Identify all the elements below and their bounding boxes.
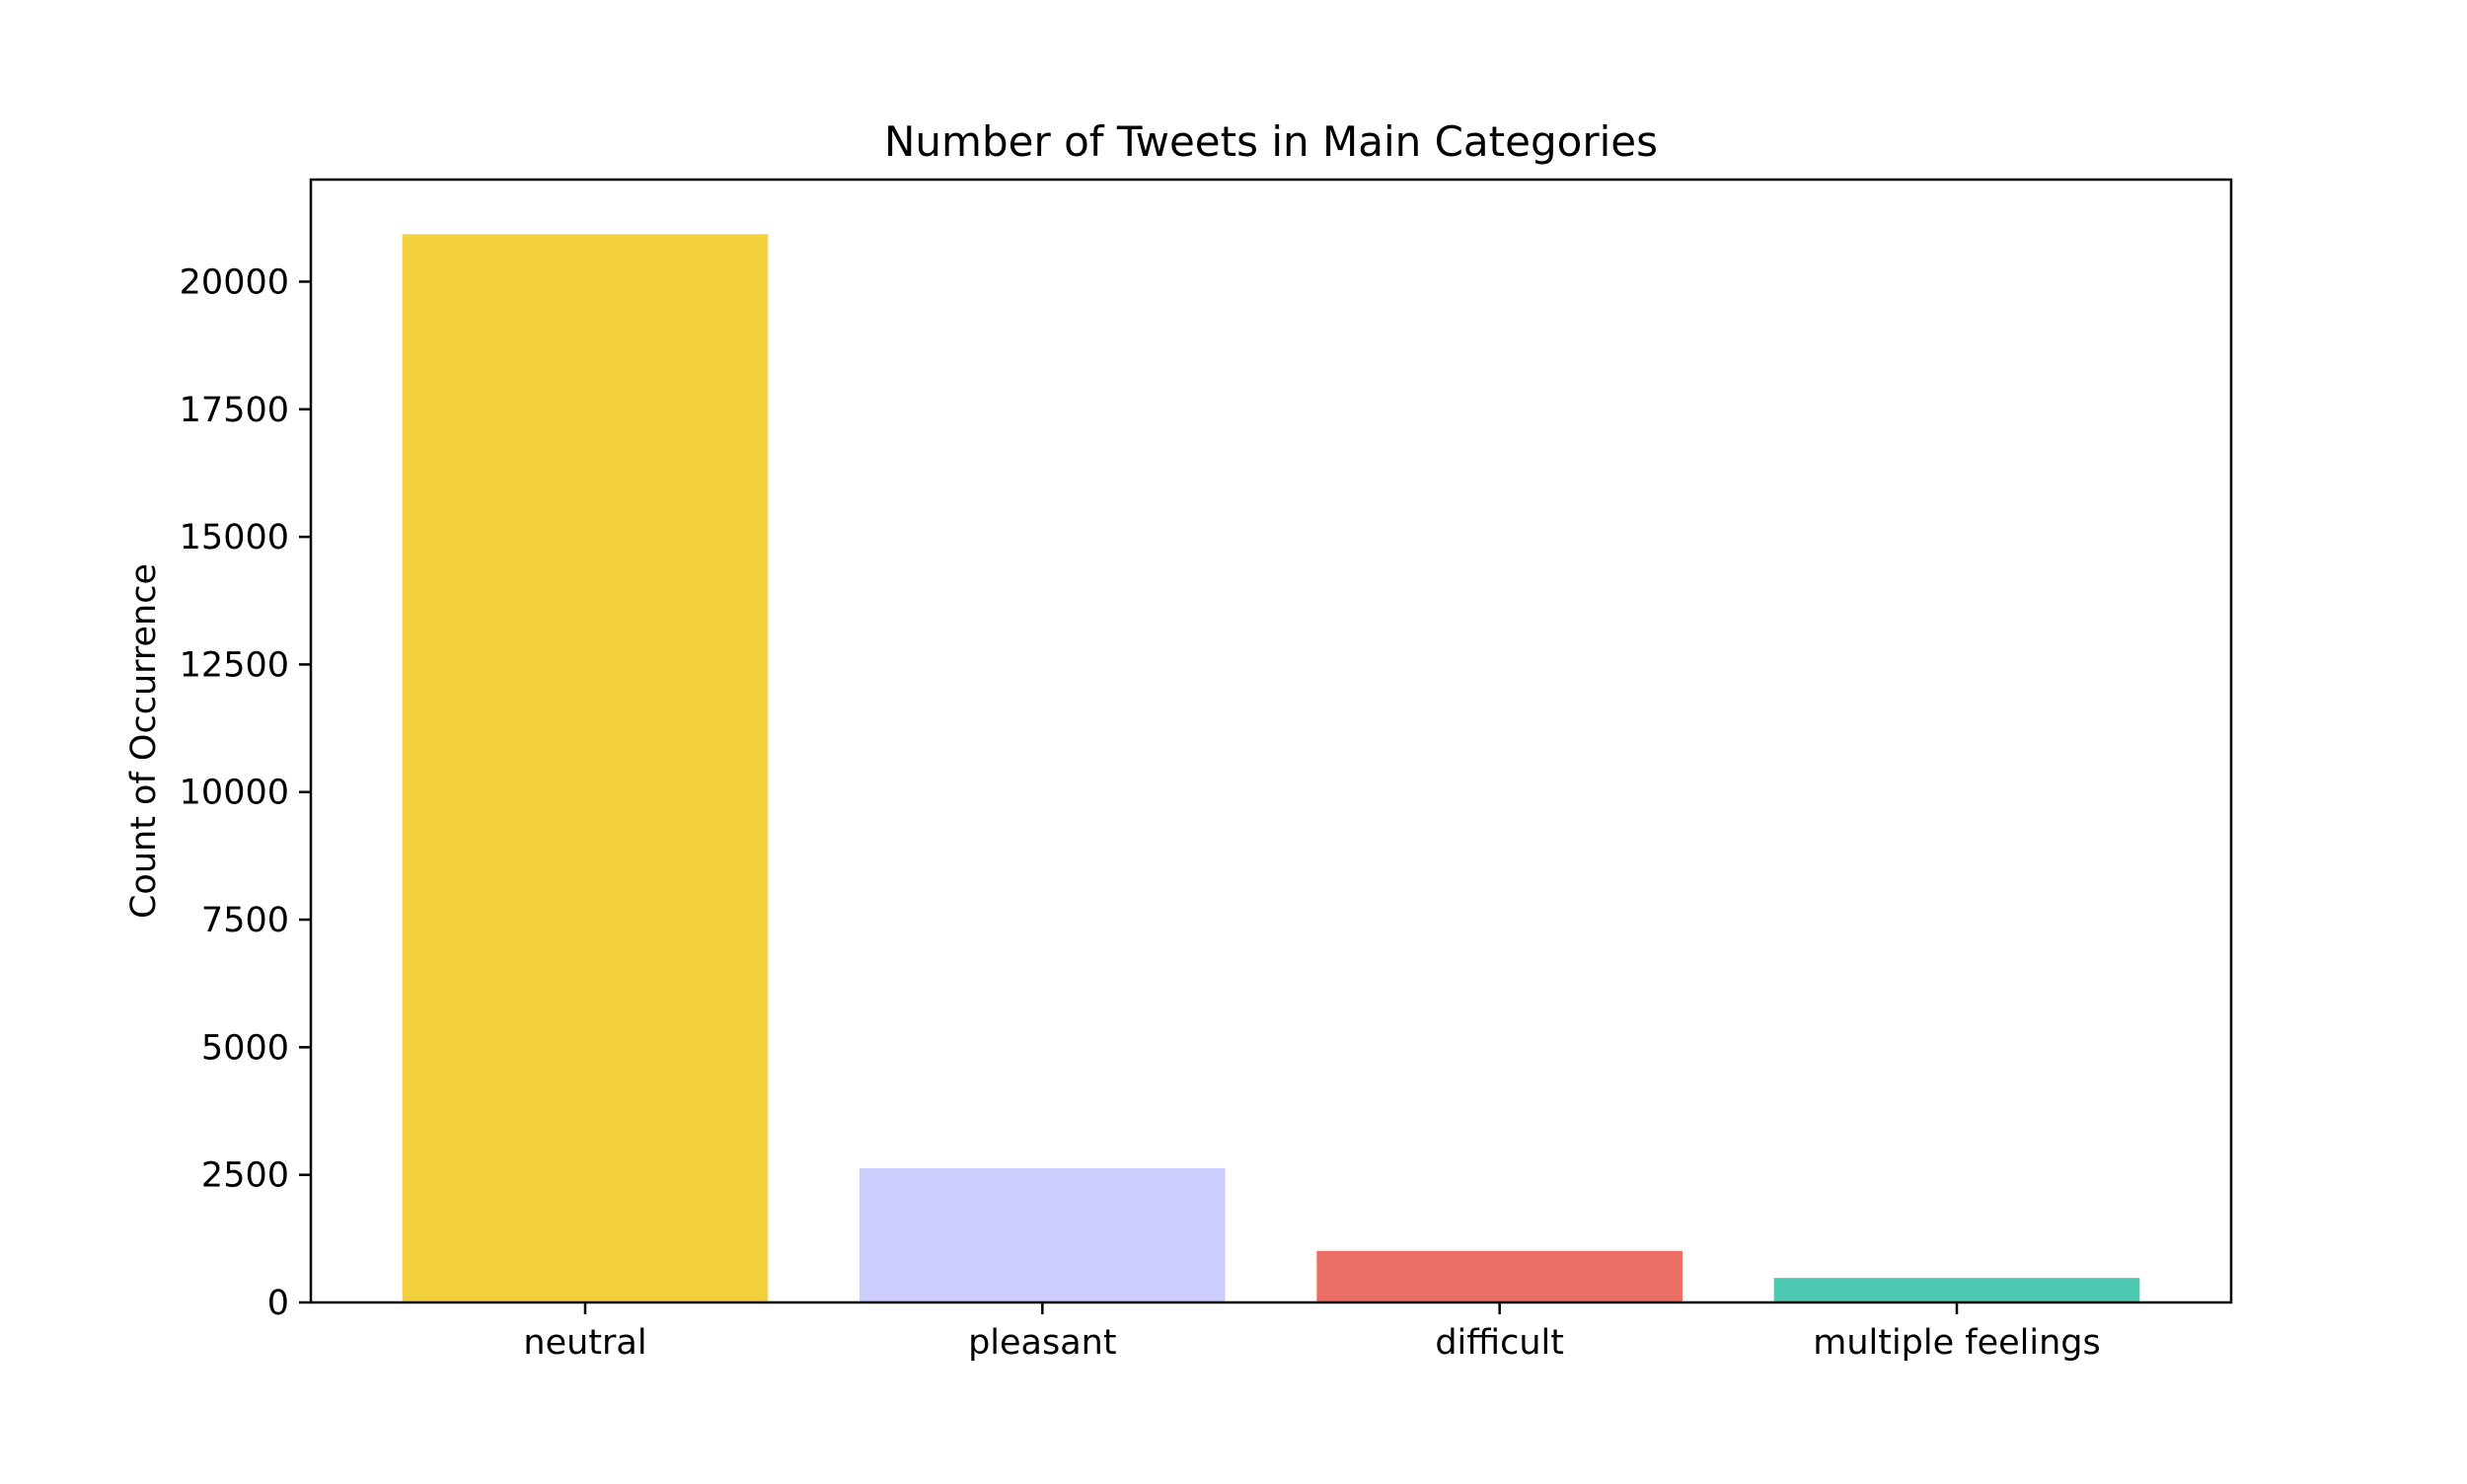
bar-pleasant	[860, 1167, 1226, 1302]
y-tick-label: 20000	[180, 262, 289, 302]
y-axis-label: Count of Occurrence	[124, 563, 164, 919]
y-tick-label: 2500	[201, 1156, 289, 1196]
bars	[402, 234, 2140, 1303]
bar-multiple-feelings	[1773, 1278, 2140, 1302]
y-axis-ticks: 0 2500 5000 7500 10000 12500 15000 17500 20000	[180, 262, 311, 1323]
x-tick-label: pleasant	[968, 1323, 1117, 1363]
y-tick-label: 15000	[180, 518, 289, 557]
chart-title: Number of Tweets in Main Categories	[884, 117, 1658, 166]
plot-frame	[309, 178, 2233, 1304]
x-tick-label: neutral	[523, 1323, 646, 1363]
bar-difficult	[1316, 1250, 1682, 1302]
x-axis-ticks: neutral pleasant difficult multiple feeling…	[523, 1302, 2101, 1363]
y-tick-label: 10000	[180, 774, 289, 813]
x-tick-label: difficult	[1435, 1323, 1564, 1363]
y-tick-label: 17500	[180, 391, 289, 430]
y-tick-label: 0	[267, 1284, 289, 1323]
x-tick-label: multiple feelings	[1813, 1323, 2101, 1363]
y-tick-label: 5000	[201, 1028, 289, 1068]
y-tick-label: 7500	[201, 901, 289, 940]
bar-neutral	[402, 234, 769, 1303]
y-tick-label: 12500	[180, 645, 289, 685]
